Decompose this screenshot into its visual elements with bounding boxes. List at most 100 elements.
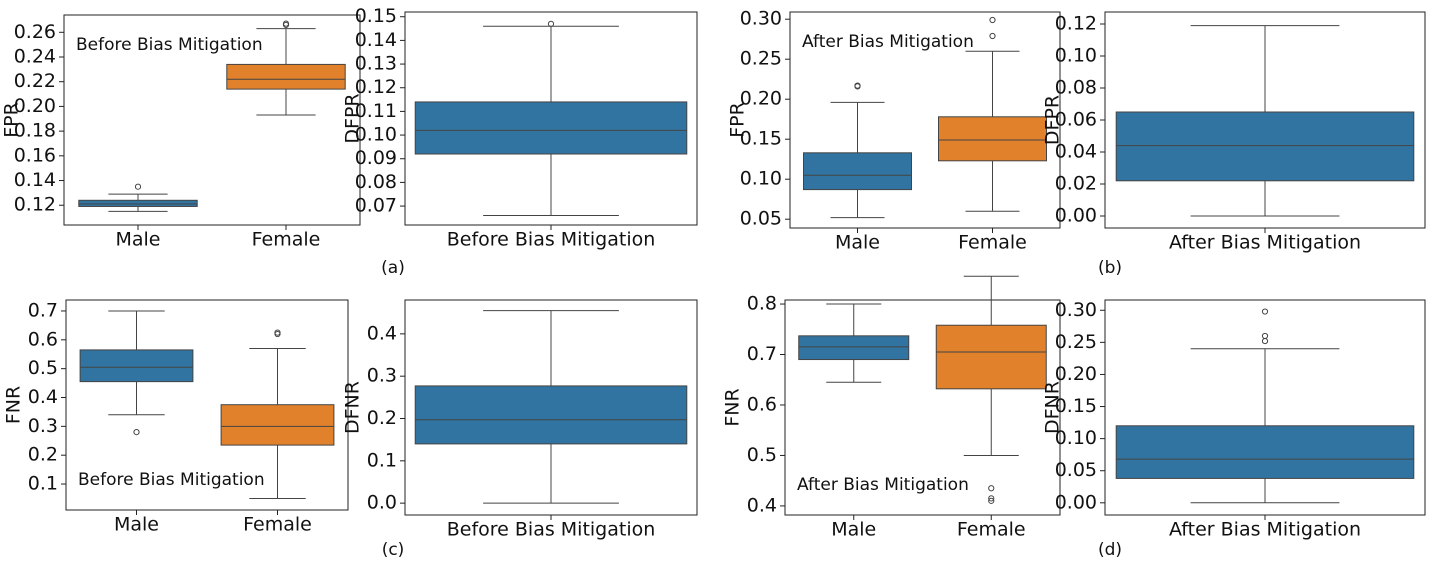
panel: 0.4 0.5 0.6 0.7 0.8 FNR Male Female After Bias M… bbox=[722, 275, 1061, 541]
y-tick-label: 0.2 bbox=[367, 407, 397, 429]
whisker-high bbox=[256, 28, 316, 65]
annotation: Before Bias Mitigation bbox=[76, 35, 263, 55]
y-tick-label: 0.20 bbox=[740, 88, 782, 110]
panel-label: (a) bbox=[381, 258, 405, 278]
x-tick-label: Female bbox=[243, 514, 312, 536]
whisker-high bbox=[108, 193, 168, 201]
y-tick-label: 0.10 bbox=[740, 168, 782, 190]
x-tick-label: Female bbox=[252, 229, 321, 251]
y-tick-label: 0.4 bbox=[367, 322, 397, 344]
panel: 0.12 0.14 0.160.18 0.20 0.220.24 0.26 FPR Male F… bbox=[1, 14, 361, 251]
y-tick-label: 0.1 bbox=[367, 449, 397, 471]
plot-frame bbox=[65, 299, 349, 511]
whisker-low bbox=[830, 189, 885, 219]
box bbox=[935, 324, 1047, 390]
panel-label: (d) bbox=[1098, 540, 1122, 560]
annotation: After Bias Mitigation bbox=[802, 32, 974, 52]
whisker-high bbox=[963, 275, 1019, 326]
y-tick-label: 0.13 bbox=[355, 53, 397, 75]
y-tick-label: 0.04 bbox=[1055, 141, 1097, 163]
y-tick-label: 0.15 bbox=[355, 5, 397, 27]
whisker-high bbox=[1190, 348, 1340, 426]
y-tick-label: 0.15 bbox=[1055, 395, 1097, 417]
whisker-high bbox=[965, 50, 1020, 117]
outlier bbox=[133, 429, 140, 436]
y-tick-label: 0.5 bbox=[747, 444, 777, 466]
x-tick-label: Before Bias Mitigation bbox=[447, 519, 656, 541]
y-tick-label: 0.7 bbox=[747, 343, 777, 365]
whisker-low bbox=[826, 359, 882, 383]
whisker-high bbox=[483, 25, 619, 102]
x-tick-label: Male bbox=[114, 514, 159, 536]
y-tick-label: 0.15 bbox=[740, 128, 782, 150]
panel-label: (b) bbox=[1098, 258, 1122, 278]
whisker-low bbox=[965, 160, 1020, 212]
y-tick-label: 0.20 bbox=[1055, 363, 1097, 385]
y-tick-label: 0.00 bbox=[1055, 205, 1097, 227]
whisker-high bbox=[249, 347, 306, 405]
whisker-high bbox=[1190, 25, 1340, 112]
plot-frame bbox=[789, 11, 1061, 229]
outlier bbox=[989, 16, 996, 24]
panel: 0.05 0.10 0.15 0.20 0.25 0.30 FPR Male Female Aft… bbox=[727, 8, 1061, 254]
whisker-low bbox=[256, 89, 316, 116]
box bbox=[79, 349, 194, 383]
y-axis-label: FPR bbox=[1, 102, 23, 138]
box bbox=[220, 404, 335, 446]
box bbox=[226, 63, 346, 90]
x-tick-label: Male bbox=[831, 519, 876, 541]
y-tick-label: 0.7 bbox=[28, 299, 58, 321]
box bbox=[938, 116, 1047, 162]
y-tick-label: 0.02 bbox=[1055, 173, 1097, 195]
y-tick-label: 0.08 bbox=[1055, 77, 1097, 99]
y-tick-label: 0.18 bbox=[14, 120, 56, 142]
plot-frame bbox=[784, 299, 1061, 516]
y-axis-label: FNR bbox=[3, 386, 25, 424]
whisker-low bbox=[963, 388, 1019, 456]
y-tick-label: 0.10 bbox=[355, 124, 397, 146]
x-tick-label: After Bias Mitigation bbox=[1169, 232, 1361, 254]
y-tick-label: 0.12 bbox=[14, 194, 56, 216]
whisker-high bbox=[108, 310, 165, 350]
box bbox=[414, 101, 688, 155]
x-tick-label: Male bbox=[115, 229, 160, 251]
box bbox=[414, 385, 688, 445]
outlier bbox=[1261, 332, 1269, 340]
outlier bbox=[134, 183, 142, 190]
outlier bbox=[988, 497, 995, 504]
whisker-low bbox=[1190, 180, 1340, 217]
panel: 0.1 0.2 0.3 0.4 0.5 0.6 0.7 FNR Male Female Before… bbox=[3, 299, 349, 536]
y-tick-label: 0.10 bbox=[1055, 45, 1097, 67]
x-tick-label: Female bbox=[958, 232, 1027, 254]
y-tick-label: 0.14 bbox=[14, 169, 56, 191]
y-tick-label: 0.12 bbox=[1055, 13, 1097, 35]
outlier bbox=[989, 32, 996, 40]
whisker-low bbox=[483, 154, 619, 217]
whisker-high bbox=[483, 310, 619, 386]
y-tick-label: 0.25 bbox=[740, 48, 782, 70]
y-tick-label: 0.4 bbox=[28, 386, 58, 408]
outlier bbox=[274, 329, 281, 336]
box bbox=[798, 335, 910, 361]
y-tick-label: 0.20 bbox=[14, 95, 56, 117]
y-axis-label: DFNR bbox=[1042, 381, 1064, 434]
y-tick-label: 0.14 bbox=[355, 29, 397, 51]
y-axis-label: DFPR bbox=[1042, 95, 1064, 145]
whisker-low bbox=[108, 206, 168, 212]
y-tick-label: 0.3 bbox=[28, 415, 58, 437]
y-tick-label: 0.05 bbox=[1055, 459, 1097, 481]
y-tick-label: 0.3 bbox=[367, 365, 397, 387]
y-tick-label: 0.07 bbox=[355, 195, 397, 217]
y-tick-label: 0.30 bbox=[1055, 299, 1097, 321]
y-tick-label: 0.6 bbox=[28, 328, 58, 350]
y-tick-label: 0.22 bbox=[14, 70, 56, 92]
y-axis-label: DFPR bbox=[342, 93, 364, 143]
whisker-low bbox=[1190, 478, 1340, 504]
panel: 0.00 0.02 0.04 0.06 0.08 0.10 0.12 DFPR After Bi… bbox=[1042, 11, 1426, 254]
whisker-high bbox=[826, 303, 882, 336]
whisker-low bbox=[483, 443, 619, 504]
annotation: Before Bias Mitigation bbox=[78, 470, 265, 490]
outlier bbox=[988, 495, 995, 502]
outlier bbox=[1261, 308, 1269, 315]
box bbox=[803, 152, 912, 191]
